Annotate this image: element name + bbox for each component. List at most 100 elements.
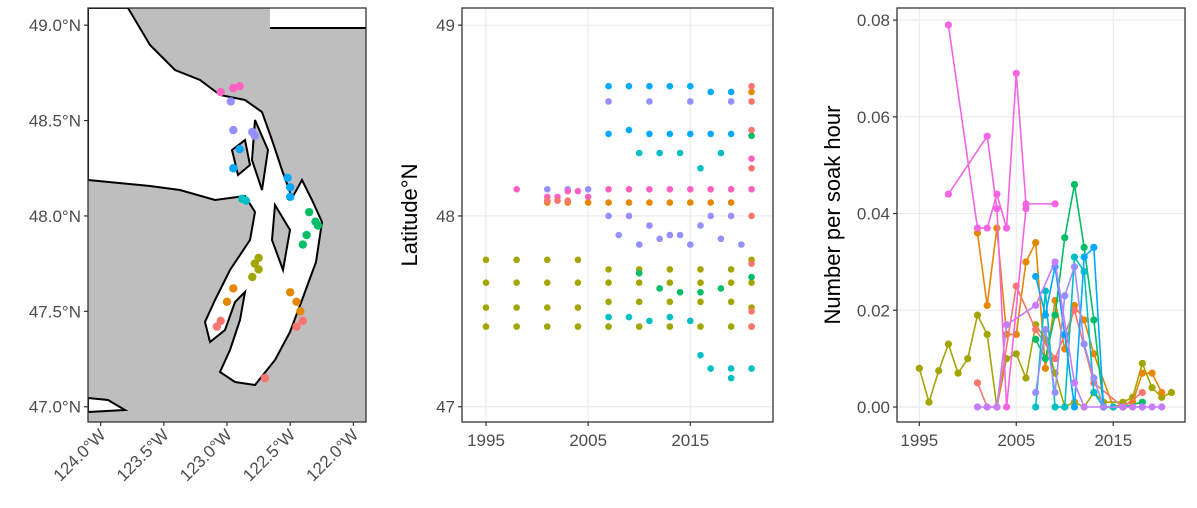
data-point [666, 313, 674, 321]
data-point [1002, 403, 1011, 411]
panel-border [461, 7, 774, 423]
data-point [1138, 369, 1146, 377]
site-point [302, 230, 311, 240]
data-point [625, 126, 633, 134]
data-point [635, 298, 643, 306]
data-point [1080, 316, 1088, 324]
data-point [605, 298, 612, 306]
data-point [697, 288, 704, 296]
data-point [748, 164, 755, 172]
y-tick-label: 0.04 [857, 205, 890, 224]
data-point [717, 235, 725, 243]
data-point [605, 98, 612, 105]
data-point [564, 197, 572, 204]
data-point [707, 130, 714, 138]
data-point [983, 330, 991, 339]
site-point [212, 322, 222, 331]
data-point [915, 364, 923, 372]
data-point [748, 82, 755, 90]
data-point [1012, 69, 1020, 77]
water [270, 8, 366, 28]
y-tick-label: 48.0°N [29, 207, 81, 226]
x-tick-label: 2015 [1094, 431, 1132, 450]
data-point [513, 323, 520, 330]
data-point [625, 185, 633, 193]
site-point [285, 192, 295, 202]
data-point [738, 241, 745, 248]
data-point [727, 374, 735, 382]
data-point [543, 323, 551, 330]
water [88, 396, 129, 414]
data-point [748, 212, 755, 220]
data-point [666, 231, 674, 239]
data-point [605, 266, 612, 273]
data-point [983, 403, 991, 411]
data-point [1061, 403, 1069, 411]
data-point [727, 88, 735, 96]
data-point [1070, 263, 1079, 271]
data-point [1061, 292, 1069, 300]
data-point [1022, 374, 1030, 382]
data-point [1032, 335, 1040, 343]
data-point [697, 323, 704, 330]
data-point [697, 222, 704, 229]
site-point [250, 259, 259, 268]
data-point [748, 260, 755, 267]
data-point [1032, 388, 1040, 397]
data-point [666, 199, 674, 206]
data-point [1022, 205, 1030, 213]
data-point [605, 82, 612, 90]
water [88, 8, 324, 387]
site-point [285, 183, 295, 192]
data-point [1129, 403, 1137, 411]
data-point [554, 197, 561, 204]
x-tick-label: 122.0°W [303, 425, 363, 485]
data-point [666, 130, 674, 138]
data-point [666, 82, 674, 90]
data-point [574, 187, 582, 195]
data-point [513, 256, 520, 264]
data-point [707, 88, 714, 96]
data-point [1090, 243, 1098, 252]
y-tick-label: 0.06 [857, 108, 890, 127]
data-point [1148, 369, 1156, 377]
data-point [1070, 379, 1079, 387]
data-point [656, 235, 663, 243]
y-tick-label: 47 [436, 398, 455, 417]
data-point [1002, 321, 1011, 329]
site-point [229, 284, 238, 293]
data-point [1051, 388, 1059, 397]
panel-background [462, 8, 773, 422]
data-point [686, 199, 694, 206]
y-tick-label: 0.02 [857, 301, 890, 320]
data-point [513, 279, 520, 287]
data-point [935, 367, 943, 375]
data-point [615, 231, 623, 239]
data-point [748, 98, 755, 105]
data-point [574, 304, 582, 311]
y-tick-label: 0.08 [857, 11, 890, 30]
data-point [993, 224, 1001, 232]
data-point [666, 323, 674, 330]
data-point [1138, 359, 1146, 368]
site-point [235, 144, 244, 154]
data-point [1051, 311, 1059, 319]
data-point [727, 98, 735, 105]
data-point [1041, 355, 1049, 363]
data-point [727, 212, 735, 220]
data-point [697, 298, 704, 306]
data-point [1148, 384, 1156, 392]
data-point [1090, 374, 1098, 382]
data-point [1022, 258, 1030, 266]
data-point [635, 241, 643, 248]
data-point [584, 199, 592, 206]
data-point [1051, 258, 1059, 266]
data-point [513, 304, 520, 311]
x-tick-label: 1995 [900, 431, 938, 450]
data-point [666, 279, 674, 287]
data-point [482, 256, 490, 264]
data-point [964, 355, 972, 363]
data-point [1041, 364, 1049, 372]
site-point [226, 97, 235, 106]
data-point [543, 279, 551, 287]
